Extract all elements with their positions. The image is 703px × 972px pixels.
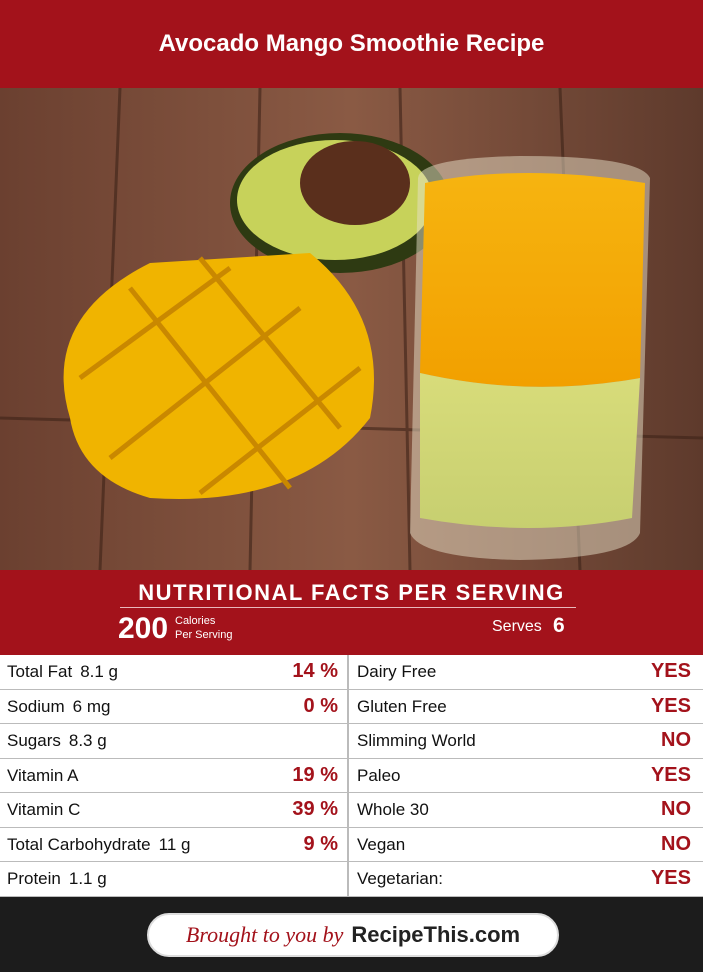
nutrient-percent: 9 % bbox=[303, 832, 338, 855]
brand: RecipeThis.com bbox=[351, 922, 521, 947]
nutrient-amount: 6 mg bbox=[72, 696, 111, 716]
nutrient-row: Total Carbohydrate 11 g 9 % bbox=[0, 828, 347, 863]
diet-row: Vegetarian: YES bbox=[349, 862, 703, 897]
nutrition-table: Total Fat 8.1 g 14 % Sodium 6 mg 0 % Sugars 8.3… bbox=[0, 655, 703, 897]
diet-name: Vegan bbox=[357, 834, 406, 854]
title: Avocado Mango Smoothie Recipe bbox=[158, 30, 545, 57]
diet-answer: NO bbox=[661, 798, 691, 821]
nutrient-percent: 19 % bbox=[292, 763, 338, 786]
serves: 6 bbox=[553, 614, 565, 637]
diet-name: Gluten Free bbox=[357, 696, 447, 716]
nutrient-name: Vitamin C bbox=[7, 800, 81, 820]
nutrient-row: Protein 1.1 g bbox=[0, 862, 347, 897]
diet-row: Slimming World NO bbox=[349, 724, 703, 759]
diet-answer: YES bbox=[650, 660, 691, 682]
diet-name: Slimming World bbox=[357, 731, 476, 751]
credit-badge: Brought to you by RecipeThis.com bbox=[147, 913, 559, 957]
nutrient-row: Sodium 6 mg 0 % bbox=[0, 690, 347, 725]
serves-label: Serves bbox=[492, 618, 542, 635]
diet-name: Vegetarian: bbox=[357, 869, 444, 889]
nutrient-name: Total Carbohydrate bbox=[7, 834, 151, 854]
title-bar: Avocado Mango Smoothie Recipe bbox=[0, 0, 703, 88]
diet-answer: YES bbox=[650, 694, 691, 717]
nutrient-row: Sugars 8.3 g bbox=[0, 724, 347, 759]
photo bbox=[0, 88, 703, 570]
nutrient-row: Vitamin A 19 % bbox=[0, 759, 347, 794]
diet-row: Gluten Free YES bbox=[349, 690, 703, 725]
credit-prefix: Brought to you by bbox=[185, 922, 344, 947]
diet-answer: NO bbox=[661, 729, 691, 752]
nutrient-name: Sugars bbox=[7, 731, 61, 751]
diet-name: Whole 30 bbox=[357, 800, 429, 820]
diet-row: Whole 30 NO bbox=[349, 793, 703, 828]
diet-answer: NO bbox=[661, 832, 691, 855]
calories: 200 bbox=[118, 612, 169, 645]
nutrient-name: Vitamin A bbox=[7, 765, 79, 785]
nutrient-row: Total Fat 8.1 g 14 % bbox=[0, 655, 347, 690]
nutrient-amount: 8.3 g bbox=[68, 731, 107, 751]
nutrient-amount: 1.1 g bbox=[68, 869, 107, 889]
nutrient-percent: 0 % bbox=[303, 694, 338, 717]
diet-answer: YES bbox=[650, 867, 691, 890]
nutrient-amount: 11 g bbox=[158, 834, 191, 854]
diet-name: Dairy Free bbox=[357, 662, 437, 681]
nutrient-name: Total Fat bbox=[7, 662, 73, 681]
calories-sublabel: Per Serving bbox=[175, 629, 233, 641]
nutrition-heading: NUTRITIONAL FACTS PER SERVING bbox=[138, 580, 565, 605]
column-divider bbox=[347, 655, 349, 897]
divider bbox=[120, 607, 576, 608]
nutrient-amount: 8.1 g bbox=[80, 662, 119, 681]
nutrition-header: NUTRITIONAL FACTS PER SERVING 200 Calori… bbox=[0, 570, 703, 655]
diet-row: Paleo YES bbox=[349, 759, 703, 794]
calories-label: Calories bbox=[175, 615, 216, 627]
nutrient-row: Vitamin C 39 % bbox=[0, 793, 347, 828]
diet-row: Dairy Free YES bbox=[349, 655, 703, 690]
footer: Brought to you by RecipeThis.com bbox=[0, 897, 703, 972]
diet-row: Vegan NO bbox=[349, 828, 703, 863]
diet-name: Paleo bbox=[357, 765, 401, 785]
nutrient-name: Sodium bbox=[7, 696, 65, 716]
nutrient-percent: 39 % bbox=[292, 798, 338, 821]
diet-answer: YES bbox=[650, 763, 691, 786]
nutrient-name: Protein bbox=[7, 869, 61, 889]
nutrient-percent: 14 % bbox=[292, 660, 338, 682]
